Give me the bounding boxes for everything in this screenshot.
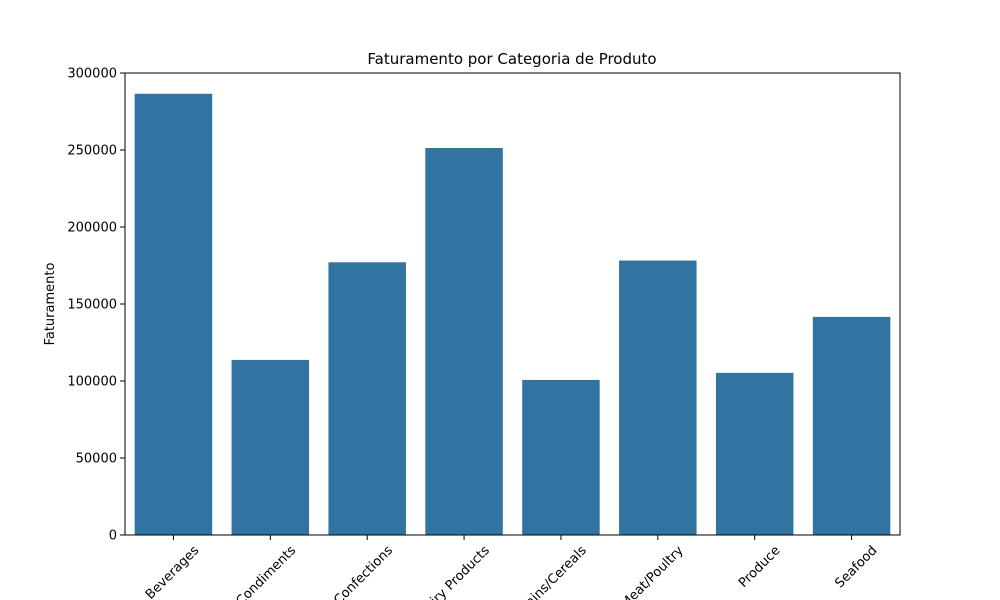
- x-tick-label: Seafood: [832, 543, 880, 591]
- bar-confections: [328, 262, 406, 535]
- y-tick-label: 250000: [67, 144, 117, 159]
- y-tick-label: 100000: [67, 375, 117, 390]
- x-tick-label: Meat/Poultry: [618, 543, 687, 600]
- y-axis-label: Faturamento: [43, 263, 58, 346]
- bar-produce: [715, 372, 794, 535]
- bars-group: [134, 93, 891, 536]
- bar-dairy-products: [425, 147, 503, 536]
- plot-frame: [124, 72, 901, 536]
- y-tick-label: 50000: [76, 452, 117, 467]
- bar-beverages: [134, 93, 213, 535]
- x-tick-label: Confections: [331, 543, 396, 600]
- x-tick-label: Grains/Cereals: [512, 543, 590, 600]
- chart-title: Faturamento por Categoria de Produto: [367, 50, 656, 68]
- x-tick-label: Dairy Products: [415, 543, 493, 600]
- y-axis-ticks: 0 50000 100000 150000 200000 250000 300000: [67, 67, 125, 544]
- bar-seafood: [812, 316, 891, 535]
- y-tick-label: 0: [109, 529, 117, 544]
- x-axis-ticks: Beverages Condiments Confections Dairy Prod…: [143, 535, 880, 600]
- x-tick-label: Produce: [736, 543, 784, 591]
- y-tick-label: 300000: [67, 67, 117, 82]
- bar-condiments: [231, 359, 310, 535]
- x-tick-label: Beverages: [143, 543, 203, 600]
- y-tick-label: 200000: [67, 221, 117, 236]
- y-tick-label: 150000: [67, 298, 117, 313]
- x-tick-label: Condiments: [233, 543, 299, 600]
- bar-grains-cereals: [522, 379, 600, 535]
- bar-meat-poultry: [619, 260, 697, 535]
